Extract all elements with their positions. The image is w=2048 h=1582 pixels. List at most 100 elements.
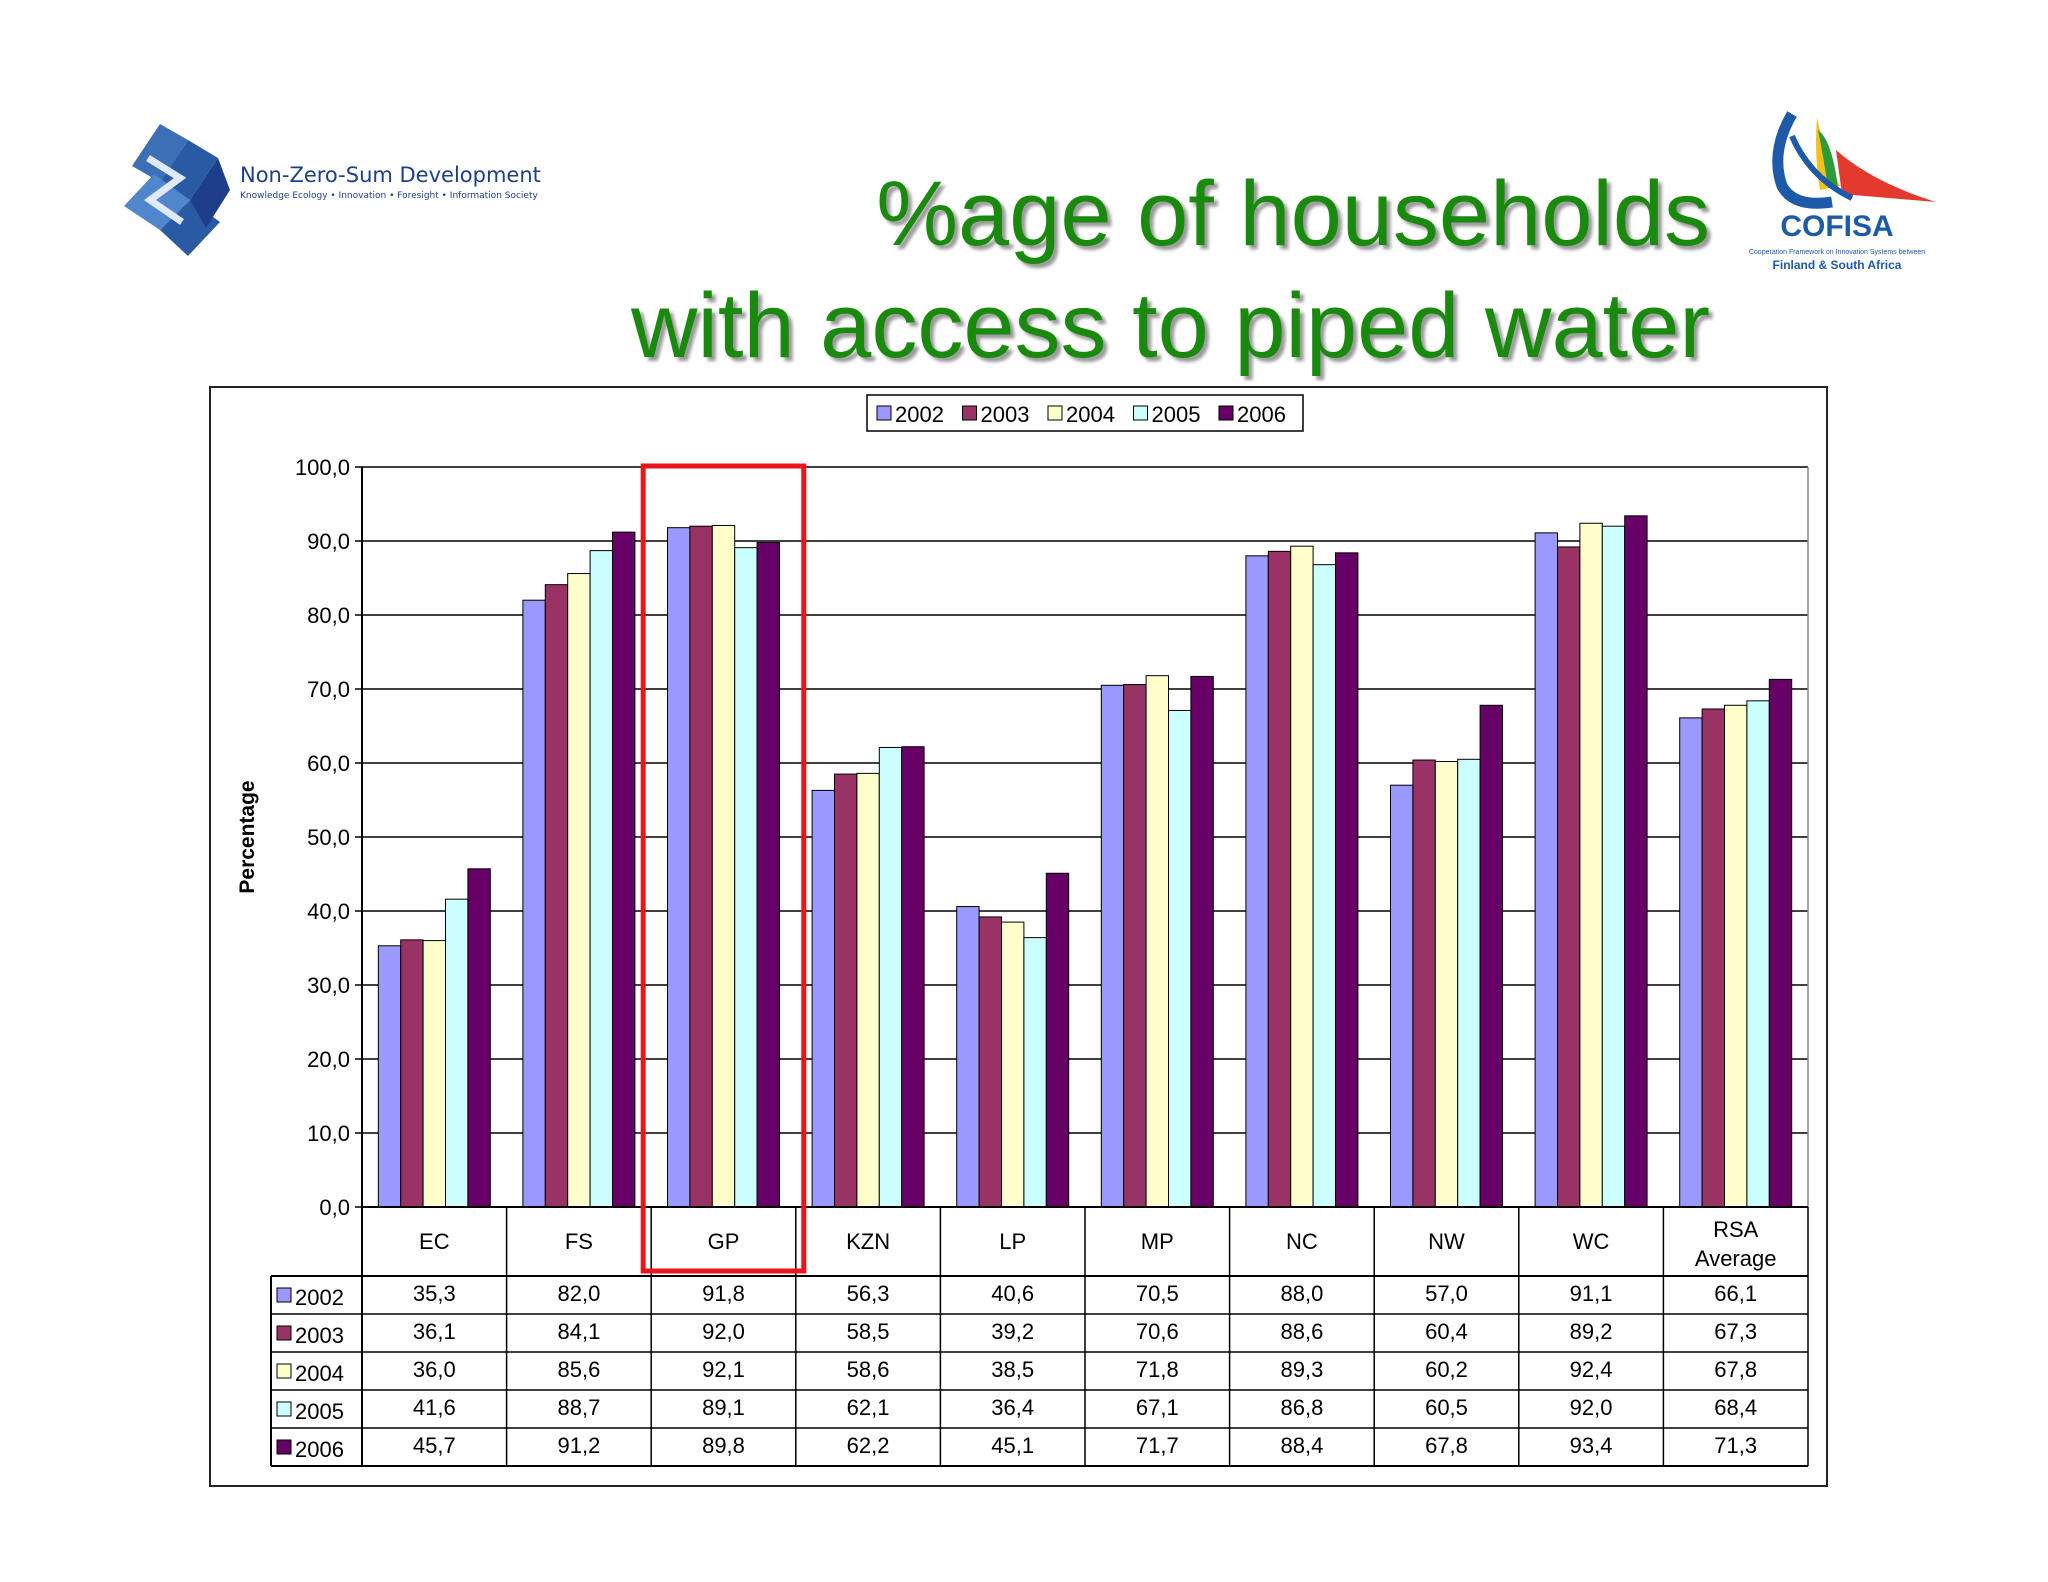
bar-2004-kzn	[856, 772, 880, 1208]
bar-2005-ec	[445, 898, 469, 1208]
bar-2003-nc	[1267, 550, 1292, 1208]
data-label: 70,5	[1136, 1281, 1179, 1306]
bar-2006-nw	[1479, 704, 1503, 1208]
bar-2006-gp	[756, 541, 780, 1208]
category-label: GP	[708, 1229, 740, 1254]
bar-2005-gp	[734, 547, 758, 1208]
cofisa-sail-icon	[1772, 111, 1936, 209]
data-label: 71,8	[1136, 1357, 1179, 1382]
data-label: 40,6	[991, 1281, 1034, 1306]
data-label: 71,3	[1714, 1433, 1757, 1458]
bars	[377, 515, 1793, 1208]
data-label: 67,8	[1425, 1433, 1468, 1458]
cofisa-logo-name: COFISA	[1780, 210, 1893, 243]
legend-label: 2005	[1152, 402, 1201, 427]
bar-2003-rsa-average	[1701, 708, 1725, 1208]
bar-2002-mp	[1100, 684, 1125, 1208]
data-label: 92,1	[702, 1357, 745, 1382]
bar-2004-wc	[1579, 522, 1603, 1208]
legend-swatch	[876, 405, 892, 421]
bar-2005-kzn	[878, 746, 903, 1208]
bar-2003-ec	[400, 939, 424, 1208]
legend-label: 2003	[981, 402, 1030, 427]
nzs-logo-tagline: Knowledge Ecology • Innovation • Foresig…	[240, 191, 538, 201]
bar-2005-rsa-average	[1746, 700, 1770, 1208]
data-label: 91,2	[557, 1433, 600, 1458]
data-label: 62,1	[847, 1395, 890, 1420]
data-label: 35,3	[413, 1281, 456, 1306]
legend-label: 2004	[1066, 402, 1115, 427]
bar-2006-rsa-average	[1768, 678, 1793, 1208]
data-label: 60,5	[1425, 1395, 1468, 1420]
data-label: 45,1	[991, 1433, 1034, 1458]
bar-2002-wc	[1534, 532, 1558, 1208]
legend-swatch	[1218, 405, 1234, 421]
bar-2003-lp	[978, 916, 1002, 1208]
data-label: 88,6	[1280, 1319, 1323, 1344]
bar-2003-nw	[1412, 759, 1436, 1208]
bar-2002-nw	[1390, 784, 1414, 1208]
data-label: 68,4	[1714, 1395, 1757, 1420]
slide-title: %age of households with access to piped …	[560, 158, 1710, 382]
bar-chart: 0,0 10,0 20,0 30,0 40,0 50,0 60,0 70,0 80,0 90,0 1…	[236, 394, 1809, 1467]
data-label: 93,4	[1570, 1433, 1613, 1458]
bar-2004-nc	[1290, 545, 1314, 1208]
bar-2002-ec	[377, 945, 402, 1208]
bar-2004-gp	[711, 524, 736, 1208]
category-label: Average	[1695, 1246, 1777, 1271]
bar-2002-lp	[956, 906, 980, 1208]
data-label: 89,2	[1570, 1319, 1613, 1344]
data-label: 62,2	[847, 1433, 890, 1458]
row-header: 2003	[295, 1323, 344, 1348]
category-label: NW	[1428, 1229, 1465, 1254]
legend-swatch	[1133, 405, 1148, 421]
bar-2004-nw	[1434, 761, 1459, 1208]
y-tick-label: 60,0	[307, 751, 350, 776]
data-label: 66,1	[1714, 1281, 1757, 1306]
y-tick-label: 30,0	[307, 973, 350, 998]
bar-2006-lp	[1045, 872, 1070, 1208]
data-label: 89,3	[1280, 1357, 1323, 1382]
y-axis-label: Percentage	[236, 780, 259, 893]
data-label: 39,2	[991, 1319, 1034, 1344]
bar-2006-mp	[1190, 675, 1214, 1208]
category-label: RSA	[1713, 1217, 1759, 1242]
row-legend-swatch	[276, 1287, 292, 1303]
title-line-2: with access to piped water	[631, 275, 1710, 377]
category-label: MP	[1141, 1229, 1174, 1254]
bar-2003-fs	[544, 584, 569, 1208]
bar-2004-lp	[1001, 921, 1025, 1208]
data-label: 36,1	[413, 1319, 456, 1344]
data-label: 89,8	[702, 1433, 745, 1458]
bar-2003-kzn	[834, 773, 858, 1208]
data-label: 41,6	[413, 1395, 456, 1420]
legend-box	[866, 394, 1304, 432]
category-label: NC	[1286, 1229, 1318, 1254]
row-header: 2005	[295, 1399, 344, 1424]
data-label: 88,0	[1280, 1281, 1323, 1306]
data-label: 88,4	[1280, 1433, 1323, 1458]
data-label: 67,8	[1714, 1357, 1757, 1382]
y-tick-label: 40,0	[307, 899, 350, 924]
row-header: 2002	[295, 1285, 344, 1310]
bar-2006-nc	[1335, 552, 1359, 1208]
data-label: 36,4	[991, 1395, 1034, 1420]
data-label: 60,4	[1425, 1319, 1468, 1344]
data-label: 56,3	[847, 1281, 890, 1306]
data-label: 91,8	[702, 1281, 745, 1306]
nzs-emblem-icon	[124, 124, 230, 256]
bar-2005-mp	[1168, 709, 1192, 1208]
data-label: 67,1	[1136, 1395, 1179, 1420]
data-label: 88,7	[557, 1395, 600, 1420]
data-label: 67,3	[1714, 1319, 1757, 1344]
bar-2002-kzn	[811, 789, 835, 1208]
data-label: 92,0	[702, 1319, 745, 1344]
category-label: FS	[565, 1229, 593, 1254]
data-label: 82,0	[557, 1281, 600, 1306]
bar-2004-ec	[422, 940, 447, 1208]
nzs-logo-name: Non-Zero-Sum Development	[240, 163, 541, 187]
data-label: 92,0	[1570, 1395, 1613, 1420]
bar-2005-nw	[1457, 758, 1481, 1208]
bar-2006-wc	[1624, 515, 1648, 1208]
data-label: 58,5	[847, 1319, 890, 1344]
